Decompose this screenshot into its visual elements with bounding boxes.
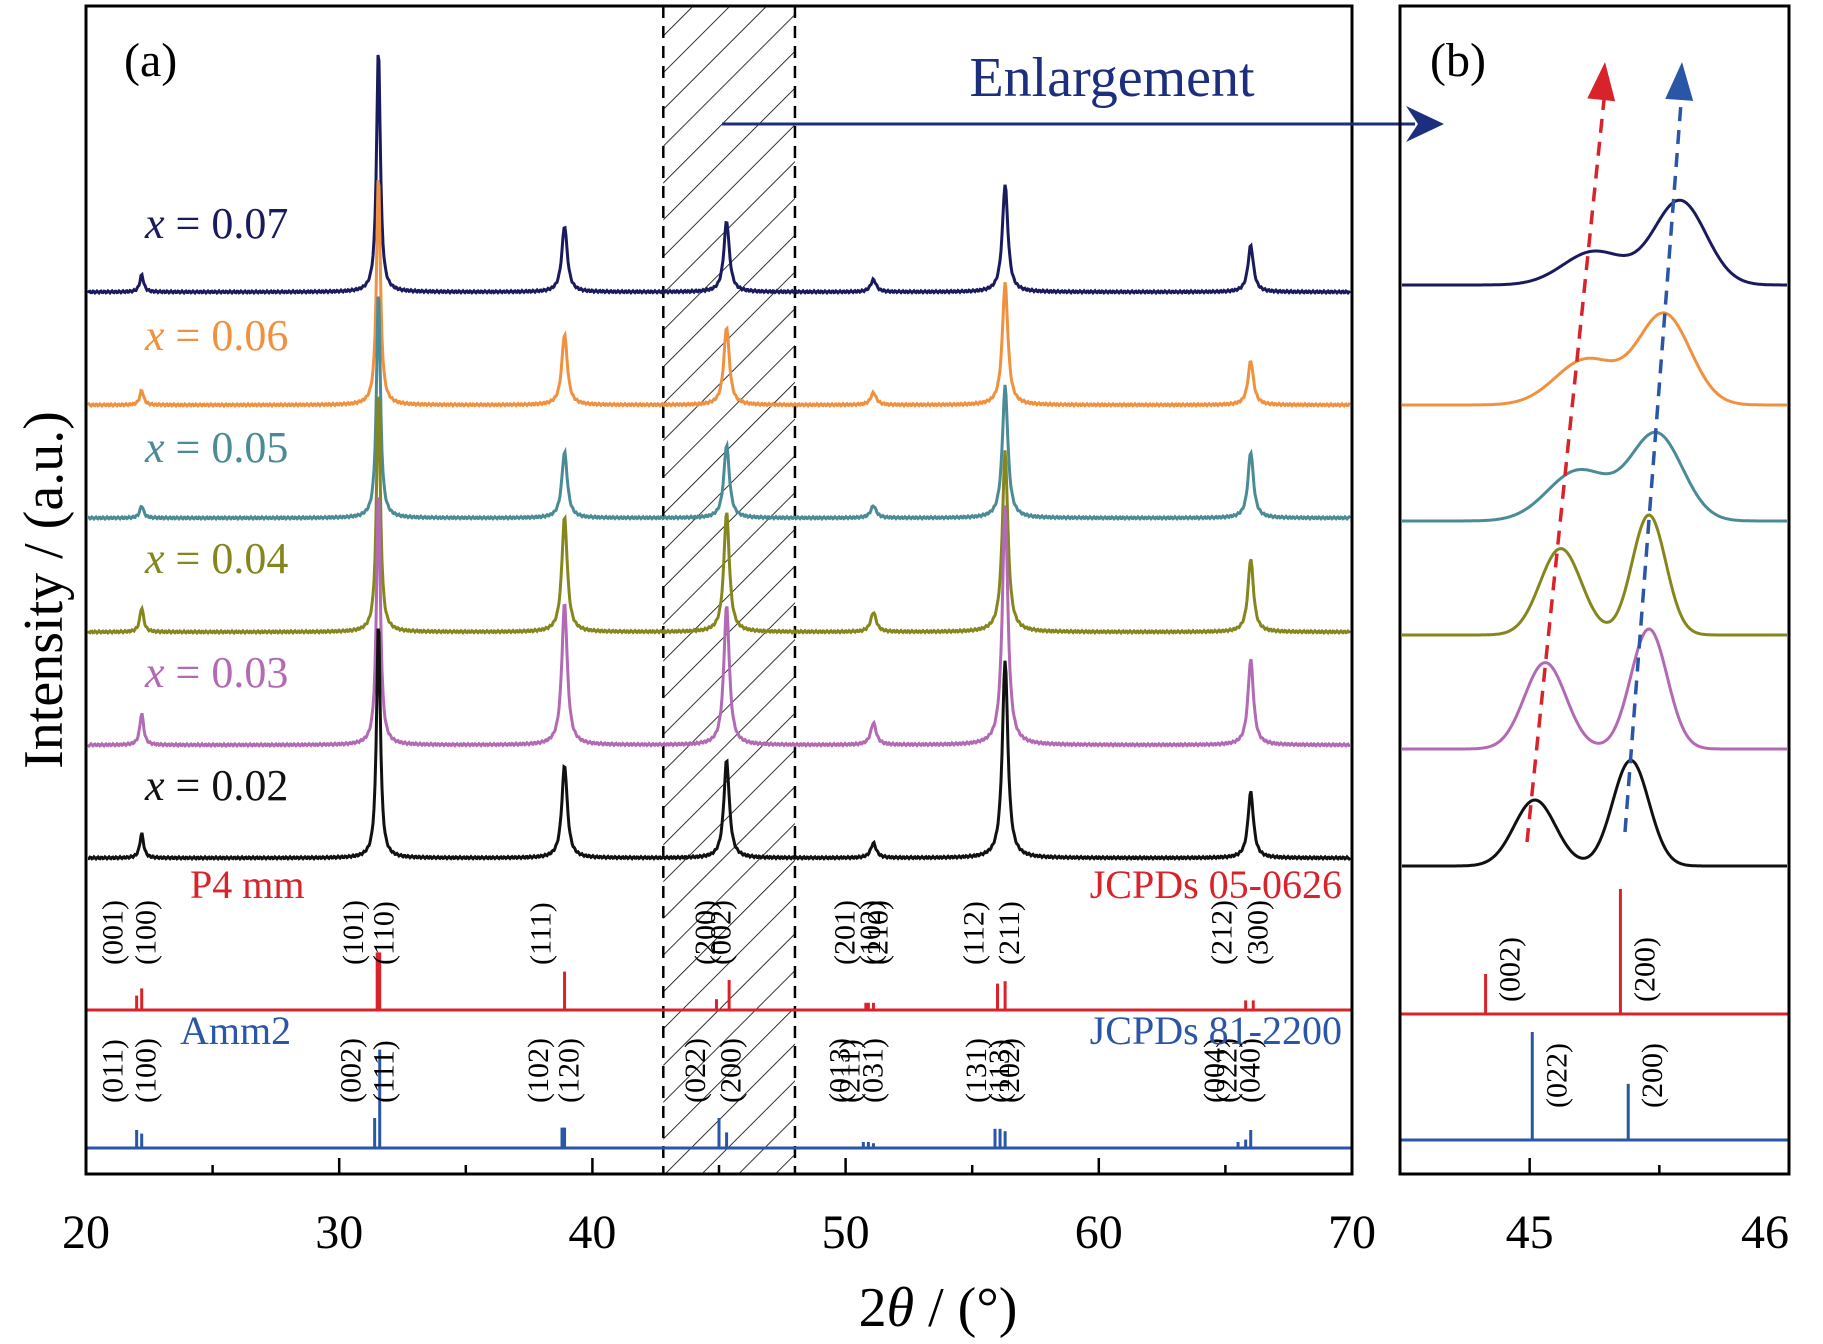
reference-hkl-label: (110)	[368, 901, 401, 965]
reference-hkl-label: (131)	[960, 1038, 993, 1103]
series-line-0.07	[86, 54, 1352, 296]
reference-hkl-label: (013)	[823, 1038, 856, 1103]
series-line-0.03	[86, 497, 1351, 749]
reference-hkl-label: (031)	[856, 1038, 889, 1103]
reference-phase-label-2: Amm2	[180, 1008, 291, 1053]
reference-hkl-label: (111)	[525, 902, 558, 965]
reference-hkl-label: (211)	[993, 901, 1026, 965]
reference-hkl-label: (100)	[130, 1038, 163, 1103]
series-line-0.05	[87, 296, 1352, 522]
reference-hkl-label: (101)	[337, 900, 370, 965]
reference-hkl-label: (002)	[704, 900, 737, 965]
panel-b-series-line	[1402, 198, 1787, 287]
panel-a-x-ticks: 20 30 40 50 60 70	[62, 1158, 1376, 1259]
panel-a: (001) (100) (101)(110) (111) (002)(200) (102)…	[62, 4, 1444, 1259]
series-label-0.05: x = 0.05	[144, 423, 288, 472]
reference-hkl-label: (004)	[1198, 1038, 1231, 1103]
panel-b-hkl-label: (200)	[1628, 937, 1661, 1002]
panel-b-frame	[1398, 4, 1791, 1176]
panel-b-series-line	[1402, 311, 1787, 407]
panel-b-x-tick-label: 45	[1506, 1206, 1554, 1259]
x-axis-label: 2θ / (°)	[859, 1277, 1018, 1339]
series-label-0.03: x = 0.03	[144, 648, 288, 697]
reference-hkl-label: (202)	[993, 1038, 1026, 1103]
reference-card-label-2: JCPDs 81-2200	[1090, 1008, 1342, 1053]
series-label-0.02: x = 0.02	[144, 761, 288, 810]
panel-a-letter: (a)	[124, 34, 177, 87]
reference-hkl-label: (120)	[553, 1038, 586, 1103]
panel-b-series-line	[1402, 627, 1787, 751]
series-line-0.06	[86, 180, 1351, 409]
panel-b-reference-patterns: (002) (200) (022) (200)	[1400, 889, 1789, 1142]
reference-hkl-label: (011)	[97, 1039, 130, 1103]
reference-hkl-label: (210)	[861, 900, 894, 965]
series-label-0.04: x = 0.04	[144, 534, 288, 583]
panel-b-curves	[1402, 198, 1787, 868]
reference-hkl-label: (022)	[679, 1038, 712, 1103]
panel-a-series-labels: x = 0.07 x = 0.06 x = 0.05 x = 0.04 x = 0.03…	[144, 199, 288, 810]
panel-b-hkl-label: (002)	[1494, 937, 1527, 1002]
y-axis-label: Intensity / (a.u.)	[13, 411, 75, 769]
enlargement-arrowhead	[1406, 106, 1444, 142]
trend-arrow-line	[1525, 89, 1607, 843]
panel-b-hkl-label: (022)	[1540, 1043, 1573, 1108]
reference-hkl-label: (200)	[715, 1038, 748, 1103]
panel-b-x-ticks: 45 46	[1398, 1158, 1791, 1259]
reference-hkl-label: (201)	[828, 900, 861, 965]
highlight-range	[663, 6, 795, 1174]
reference-hkl-label: (102)	[522, 1038, 555, 1103]
x-tick-label: 30	[315, 1206, 363, 1259]
trend-arrow-line	[1623, 89, 1684, 833]
series-label-0.07: x = 0.07	[144, 199, 288, 248]
panel-b: (002) (200) (022) (200) 45 46 (b)	[1398, 4, 1791, 1259]
series-line-0.04	[86, 396, 1352, 636]
reference-hkl-label: (001)	[97, 900, 130, 965]
x-tick-label: 40	[568, 1206, 616, 1259]
reference-hkl-label: (300)	[1241, 900, 1274, 965]
reference-phase-label-1: P4 mm	[190, 862, 304, 907]
reference-hkl-label: (113)	[983, 1039, 1016, 1103]
series-label-0.06: x = 0.06	[144, 311, 288, 360]
reference-hkl-label: (200)	[689, 900, 722, 965]
reference-hkl-label: (212)	[1206, 900, 1239, 965]
x-tick-label: 50	[822, 1206, 870, 1259]
trend-arrowhead	[1587, 62, 1616, 102]
panel-b-hkl-label: (200)	[1636, 1043, 1669, 1108]
reference-hkl-label: (222)	[1211, 1038, 1244, 1103]
x-tick-label: 60	[1075, 1206, 1123, 1259]
reference-hkl-label: (211)	[833, 1039, 866, 1103]
panel-b-series-line	[1402, 758, 1787, 868]
panel-b-x-tick-label: 46	[1741, 1206, 1789, 1259]
reference-hkl-label: (111)	[368, 1040, 401, 1103]
panel-b-trend-arrows	[1525, 62, 1694, 843]
reference-hkl-label: (112)	[958, 901, 991, 965]
reference-hkl-label: (102)	[854, 900, 887, 965]
x-tick-label: 70	[1328, 1206, 1376, 1259]
panel-b-series-line	[1402, 513, 1787, 637]
trend-arrowhead	[1665, 62, 1694, 101]
panel-b-series-line	[1402, 430, 1787, 523]
enlargement-label: Enlargement	[969, 47, 1255, 109]
reference-card-label-1: JCPDs 05-0626	[1090, 862, 1342, 907]
panel-b-letter: (b)	[1430, 34, 1486, 87]
x-tick-label: 20	[62, 1206, 110, 1259]
panel-a-curves	[86, 54, 1352, 862]
panel-a-reference-patterns: (001) (100) (101)(110) (111) (002)(200) (102)…	[86, 862, 1352, 1150]
series-line-0.02	[87, 628, 1352, 862]
reference-hkl-label: (002)	[335, 1038, 368, 1103]
reference-hkl-label: (040)	[1234, 1038, 1267, 1103]
reference-hkl-label: (100)	[130, 900, 163, 965]
